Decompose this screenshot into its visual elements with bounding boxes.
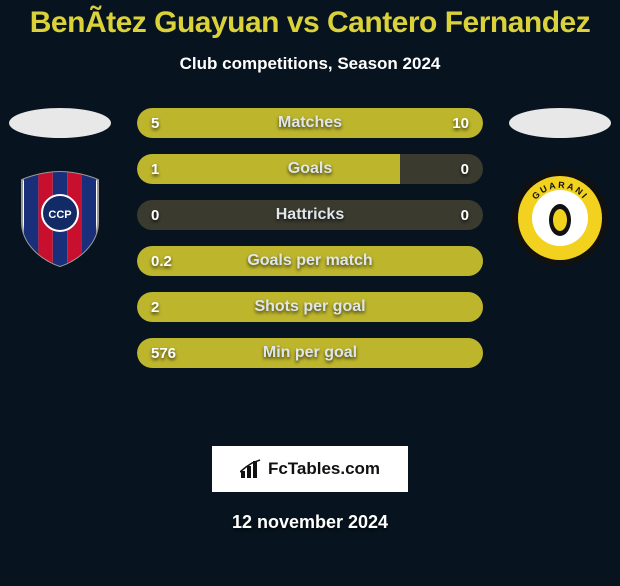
fctables-logo-icon	[240, 459, 262, 479]
stat-bar-label: Matches	[137, 108, 483, 138]
left-club-crest: CCP	[10, 168, 110, 268]
stat-bar-label: Goals per match	[137, 246, 483, 276]
page-title: BenÃ­tez Guayuan vs Cantero Fernandez	[0, 6, 620, 40]
stat-bars: 5Matches101Goals00Hattricks00.2Goals per…	[137, 108, 483, 368]
stat-bar-label: Shots per goal	[137, 292, 483, 322]
left-player-col: CCP	[0, 108, 120, 268]
stat-bar-row: 1Goals0	[137, 154, 483, 184]
right-crest-svg: GUARANI	[510, 168, 610, 268]
stat-bar-label: Hattricks	[137, 200, 483, 230]
stat-bar-row: 5Matches10	[137, 108, 483, 138]
stat-bar-row: 576Min per goal	[137, 338, 483, 368]
stat-bar-right-value: 10	[452, 108, 469, 138]
left-crest-svg: CCP	[10, 168, 110, 268]
watermark-text: FcTables.com	[268, 459, 380, 479]
stat-bar-right-value: 0	[461, 200, 469, 230]
left-player-ellipse	[9, 108, 111, 138]
stat-bar-label: Min per goal	[137, 338, 483, 368]
fctables-watermark: FcTables.com	[212, 446, 408, 492]
right-player-col: GUARANI	[500, 108, 620, 268]
svg-text:CCP: CCP	[48, 209, 71, 221]
stat-bar-right-value: 0	[461, 154, 469, 184]
right-club-crest: GUARANI	[510, 168, 610, 268]
stat-bar-label: Goals	[137, 154, 483, 184]
barchart-icon	[240, 459, 262, 479]
stat-bar-row: 0Hattricks0	[137, 200, 483, 230]
comparison-area: CCP GUARANI 5Matches101Goals00Hattricks0…	[0, 108, 620, 428]
page-subtitle: Club competitions, Season 2024	[0, 54, 620, 74]
right-player-ellipse	[509, 108, 611, 138]
stat-bar-row: 2Shots per goal	[137, 292, 483, 322]
stat-bar-row: 0.2Goals per match	[137, 246, 483, 276]
date-label: 12 november 2024	[0, 512, 620, 533]
